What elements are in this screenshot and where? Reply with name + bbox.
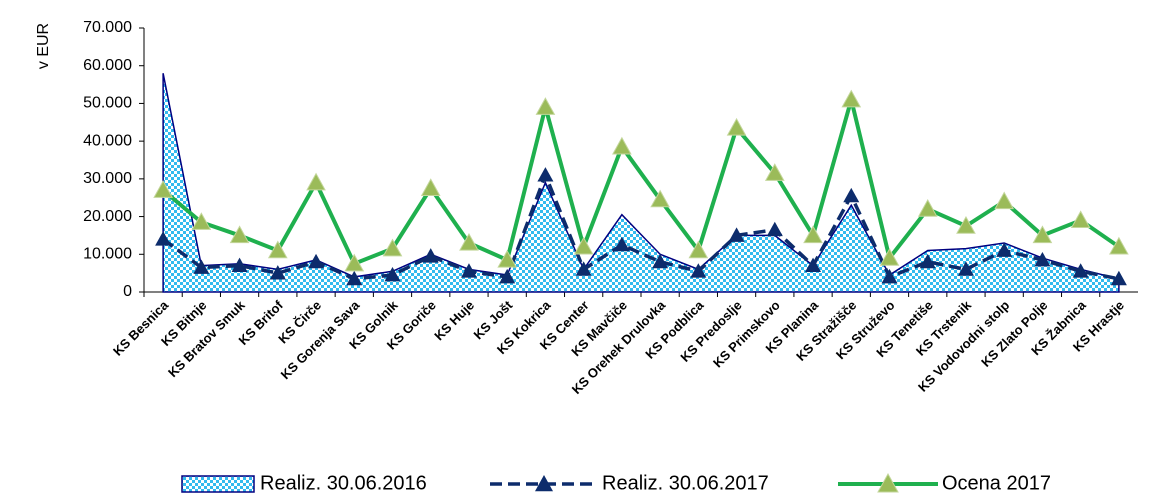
legend-swatch (181, 475, 255, 493)
marker (956, 215, 976, 234)
marker (957, 261, 974, 276)
legend-label: Realiz. 30.06.2016 (260, 472, 427, 494)
marker (805, 257, 822, 272)
marker (919, 253, 936, 269)
y-tick-label: 60.000 (83, 57, 132, 74)
marker (726, 117, 747, 136)
marker (766, 221, 783, 237)
marker (764, 163, 785, 181)
marker (229, 225, 250, 244)
marker (690, 263, 707, 278)
y-tick-label: 70.000 (83, 19, 132, 36)
marker (1109, 236, 1129, 255)
legend-marker (535, 475, 553, 492)
marker (267, 240, 288, 259)
marker (535, 97, 556, 115)
marker (155, 231, 172, 246)
x-tick-label: KS Huje (431, 298, 477, 344)
marker (191, 212, 212, 230)
y-tick-label: 10.000 (83, 246, 132, 263)
y-axis-label: v EUR (35, 23, 52, 69)
marker (306, 172, 326, 191)
marker (917, 198, 938, 217)
marker (1032, 225, 1053, 244)
y-tick-label: 0 (123, 283, 132, 300)
marker (1072, 263, 1089, 278)
marker (688, 240, 709, 259)
marker (1034, 251, 1051, 267)
marker (652, 253, 669, 269)
marker (575, 261, 592, 276)
marker (996, 242, 1013, 257)
marker (422, 248, 439, 263)
marker (1110, 270, 1127, 286)
marker (384, 267, 401, 282)
marker (344, 253, 365, 272)
marker (728, 227, 745, 242)
marker (843, 187, 860, 203)
marker (803, 225, 823, 244)
line (162, 170, 1120, 281)
y-tick-label: 40.000 (83, 132, 132, 149)
marker (573, 236, 594, 255)
marker (382, 238, 403, 257)
marker (153, 180, 173, 198)
marker (841, 89, 862, 108)
marker (537, 167, 554, 182)
y-tick-label: 20.000 (83, 208, 132, 225)
y-tick-label: 30.000 (83, 170, 132, 187)
marker (420, 178, 441, 196)
legend-label: Ocena 2017 (942, 472, 1051, 494)
legend-label: Realiz. 30.06.2017 (602, 472, 769, 494)
marker (879, 248, 900, 266)
x-tick-label: KS Primskovo (710, 297, 783, 370)
marker (994, 191, 1015, 210)
line (161, 91, 1121, 267)
marker (269, 265, 286, 280)
area (162, 73, 1120, 293)
marker (497, 249, 518, 268)
marker (613, 236, 630, 252)
marker (459, 232, 479, 251)
y-tick-label: 50.000 (83, 95, 132, 112)
x-tick-label: KS Besnica (110, 297, 172, 359)
marker (460, 263, 477, 278)
marker (612, 136, 632, 155)
marker (346, 270, 363, 286)
marker (499, 268, 516, 284)
marker (650, 189, 670, 208)
legend-marker (877, 472, 899, 493)
marker (231, 257, 248, 272)
marker (881, 268, 898, 284)
marker (1070, 210, 1091, 229)
marker (308, 253, 325, 269)
x-tick-label: KS Zlato Polje (978, 298, 1050, 370)
marker (193, 259, 210, 274)
